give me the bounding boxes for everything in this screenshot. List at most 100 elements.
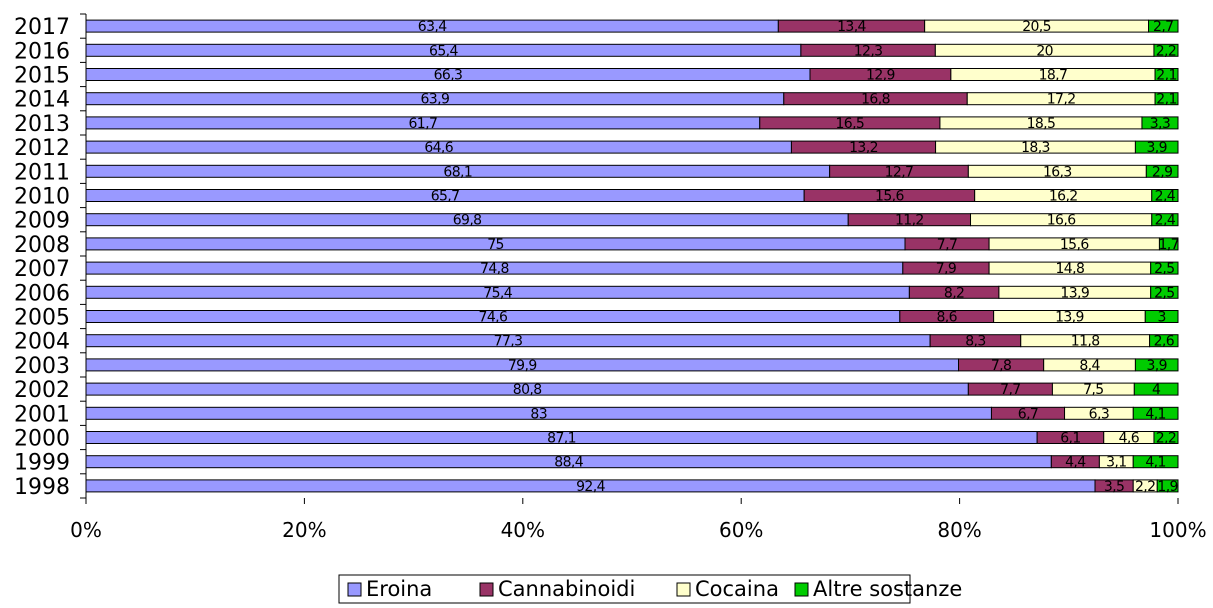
bar-2004-series-3: [1149, 334, 1179, 348]
data-label-2001-series-0: 83: [530, 406, 547, 422]
data-label-2009-series-3: 2,4: [1155, 213, 1176, 229]
data-label-2015-series-3: 2,1: [1156, 68, 1176, 84]
data-label-2011-series-2: 16,3: [1043, 164, 1072, 180]
data-label-2010-series-1: 15,6: [875, 189, 904, 205]
data-label-2007-series-0: 74,8: [480, 261, 509, 277]
y-axis: 2017201620152014201320122011201020092008…: [14, 13, 87, 500]
data-label-2010-series-0: 65,7: [431, 189, 460, 205]
data-label-2010-series-3: 2,4: [1155, 189, 1176, 205]
data-label-2009-series-2: 16,6: [1047, 213, 1076, 229]
x-tick-label: 60%: [719, 518, 763, 542]
y-tick-label-2016: 2016: [14, 39, 70, 64]
bar-2014-series-3: [1154, 92, 1179, 106]
data-label-2013-series-1: 16,5: [835, 116, 864, 132]
y-tick-label-2008: 2008: [14, 233, 70, 258]
data-label-2012-series-1: 13,2: [849, 140, 878, 156]
data-label-2005-series-0: 74,6: [479, 310, 508, 326]
data-label-2007-series-3: 2,5: [1154, 261, 1174, 277]
legend-label-1: Cannabinoidi: [498, 577, 635, 601]
data-label-2004-series-1: 8,3: [965, 334, 985, 350]
x-tick-label: 40%: [501, 518, 545, 542]
data-label-2012-series-0: 64,6: [424, 140, 453, 156]
legend-swatch-0: [347, 582, 362, 597]
data-label-2016-series-0: 65,4: [429, 43, 458, 59]
bar-1998-series-3: [1156, 479, 1179, 493]
data-label-2013-series-2: 18,5: [1027, 116, 1056, 132]
data-label-2012-series-3: 3,9: [1146, 140, 1166, 156]
data-label-2016-series-3: 2,2: [1156, 43, 1176, 59]
data-label-2002-series-1: 7,7: [1000, 382, 1020, 398]
y-tick-label-2013: 2013: [14, 112, 70, 137]
data-label-2003-series-2: 8,4: [1079, 358, 1100, 374]
data-label-2016-series-2: 20: [1036, 43, 1053, 59]
legend-label-2: Cocaina: [695, 577, 779, 601]
data-label-2006-series-3: 2,5: [1154, 285, 1174, 301]
data-label-2010-series-2: 16,2: [1049, 189, 1078, 205]
y-tick-label-2001: 2001: [14, 402, 70, 427]
bar-2011-series-3: [1145, 164, 1179, 178]
y-tick-label-2006: 2006: [14, 281, 70, 306]
legend-box: [338, 574, 911, 604]
bar-2016-series-3: [1153, 43, 1179, 57]
bar-2000-series-3: [1153, 431, 1179, 444]
bar-2017-series-3: [1148, 19, 1179, 33]
data-label-2000-series-0: 87,1: [547, 431, 576, 447]
bar-2015-series-3: [1154, 68, 1179, 81]
bar-2012-series-3: [1134, 140, 1179, 154]
data-label-2006-series-0: 75,4: [483, 285, 512, 301]
data-label-2012-series-2: 18,3: [1021, 140, 1050, 156]
data-label-2015-series-0: 66,3: [434, 68, 463, 84]
data-label-2000-series-1: 6,1: [1060, 431, 1080, 447]
bar-2003-series-3: [1134, 358, 1179, 372]
data-label-2008-series-3: 1,7: [1158, 237, 1178, 253]
y-tick-label-1998: 1998: [14, 475, 70, 500]
bars-layer: [85, 19, 1179, 493]
y-tick-label-2007: 2007: [14, 257, 70, 282]
data-label-2004-series-2: 11,8: [1071, 334, 1100, 350]
data-label-2015-series-1: 12,9: [866, 68, 895, 84]
bar-2013-series-3: [1141, 116, 1179, 130]
x-tick-label: 80%: [937, 518, 981, 542]
data-label-2003-series-3: 3,9: [1146, 358, 1166, 374]
data-label-2014-series-2: 17,2: [1047, 92, 1076, 108]
x-axis: 0% 20% 40% 60% 80% 100%: [70, 498, 1207, 542]
data-label-2014-series-1: 16,8: [861, 92, 890, 108]
data-label-2004-series-0: 77,3: [494, 334, 523, 350]
legend-swatch-3: [794, 582, 809, 597]
legend-swatch-2: [676, 582, 691, 597]
y-tick-label-2000: 2000: [14, 427, 70, 452]
data-label-2014-series-0: 63,9: [421, 92, 450, 108]
y-tick-label-2004: 2004: [14, 330, 70, 355]
data-label-2016-series-1: 12,3: [854, 43, 883, 59]
data-label-2001-series-3: 4,1: [1145, 406, 1165, 422]
data-label-2013-series-3: 3,3: [1150, 116, 1170, 132]
y-tick-label-2005: 2005: [14, 306, 70, 331]
data-label-2008-series-2: 15,6: [1060, 237, 1089, 253]
data-label-1998-series-0: 92,4: [576, 479, 605, 495]
data-label-2001-series-1: 6,7: [1018, 406, 1038, 422]
data-label-1998-series-1: 3,5: [1104, 479, 1124, 495]
data-label-2011-series-0: 68,1: [443, 164, 472, 180]
data-label-2017-series-1: 13,4: [837, 19, 866, 35]
data-label-2009-series-1: 11,2: [895, 213, 924, 229]
legend-label-0: Eroina: [366, 577, 432, 601]
data-label-2002-series-3: 4: [1152, 382, 1161, 398]
data-label-2003-series-1: 7,8: [991, 358, 1011, 374]
data-labels-layer: 63,4 13,4 20,5 2,7 65,4 12,3 20 2,2 66,3 12,9 18,7…: [408, 19, 1179, 495]
data-label-2006-series-2: 13,9: [1060, 285, 1089, 301]
y-tick-label-2010: 2010: [14, 185, 70, 210]
bar-2002-series-3: [1133, 382, 1179, 396]
data-label-2015-series-2: 18,7: [1039, 68, 1068, 84]
data-label-1999-series-3: 4,1: [1145, 455, 1165, 471]
data-label-2017-series-0: 63,4: [418, 19, 447, 35]
y-tick-label-2012: 2012: [14, 136, 70, 161]
data-label-2011-series-3: 2,9: [1152, 164, 1172, 180]
y-tick-label-1999: 1999: [14, 451, 70, 476]
data-label-2000-series-3: 2,2: [1156, 431, 1176, 447]
data-label-2004-series-3: 2,6: [1154, 334, 1175, 350]
data-label-2000-series-2: 4,6: [1119, 431, 1140, 447]
data-label-2005-series-2: 13,9: [1055, 310, 1084, 326]
y-tick-label-2014: 2014: [14, 88, 70, 113]
data-label-2008-series-0: 75: [487, 237, 504, 253]
